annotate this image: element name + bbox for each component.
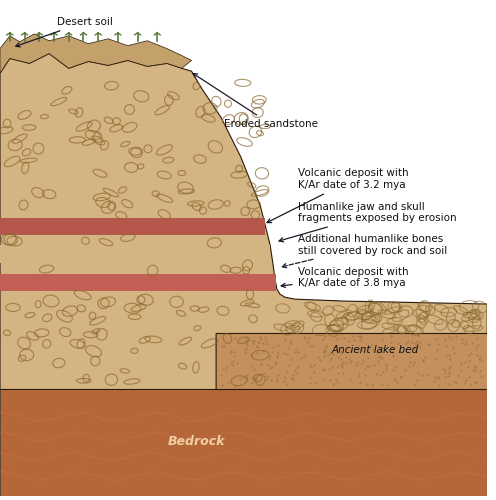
Text: Additional humanlike bones
still covered by rock and soil: Additional humanlike bones still covered… xyxy=(282,234,447,268)
Polygon shape xyxy=(0,54,487,390)
Text: Volcanic deposit with
K/Ar date of 3.2 mya: Volcanic deposit with K/Ar date of 3.2 m… xyxy=(267,168,408,222)
Polygon shape xyxy=(0,245,270,263)
Polygon shape xyxy=(216,334,487,390)
Text: Ancient lake bed: Ancient lake bed xyxy=(332,345,419,355)
Polygon shape xyxy=(0,34,191,73)
Text: Desert soil: Desert soil xyxy=(16,17,113,47)
Text: Bedrock: Bedrock xyxy=(168,435,225,448)
Text: Eroded sandstone: Eroded sandstone xyxy=(193,74,318,130)
Text: Volcanic deposit with
K/Ar date of 3.8 mya: Volcanic deposit with K/Ar date of 3.8 m… xyxy=(281,266,408,288)
Text: Humanlike jaw and skull
fragments exposed by erosion: Humanlike jaw and skull fragments expose… xyxy=(279,202,456,242)
Polygon shape xyxy=(0,218,265,236)
Polygon shape xyxy=(0,274,276,291)
Polygon shape xyxy=(0,388,487,496)
